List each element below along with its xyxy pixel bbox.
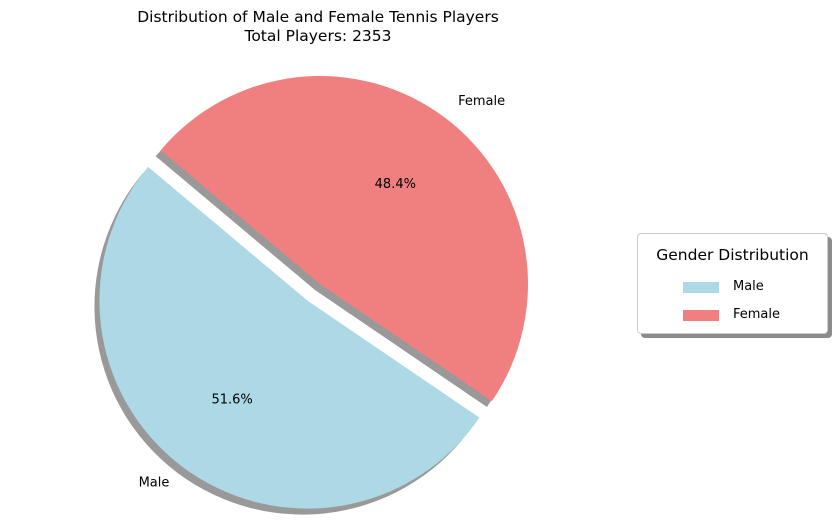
legend-label-female: Female bbox=[733, 307, 781, 322]
slice-percent-female: 48.4% bbox=[375, 177, 416, 192]
slice-label-female: Female bbox=[458, 94, 505, 109]
pie-slice-male bbox=[99, 166, 480, 509]
pie-label-layer: Male 51.6% Female 48.4% bbox=[139, 94, 506, 490]
slice-percent-male: 51.6% bbox=[211, 393, 252, 408]
chart-title-block: Distribution of Male and Female Tennis P… bbox=[0, 8, 636, 46]
chart-subtitle: Total Players: 2353 bbox=[244, 27, 392, 45]
legend-label-male: Male bbox=[733, 279, 764, 294]
pie-slice-layer bbox=[99, 75, 529, 509]
chart-title: Distribution of Male and Female Tennis P… bbox=[137, 8, 499, 26]
legend: Gender Distribution Male Female bbox=[637, 233, 828, 334]
legend-swatch-female bbox=[683, 310, 719, 321]
slice-label-male: Male bbox=[139, 476, 170, 491]
legend-swatch-male bbox=[683, 282, 719, 293]
legend-title: Gender Distribution bbox=[656, 246, 809, 264]
pie-slice-female bbox=[160, 75, 529, 402]
